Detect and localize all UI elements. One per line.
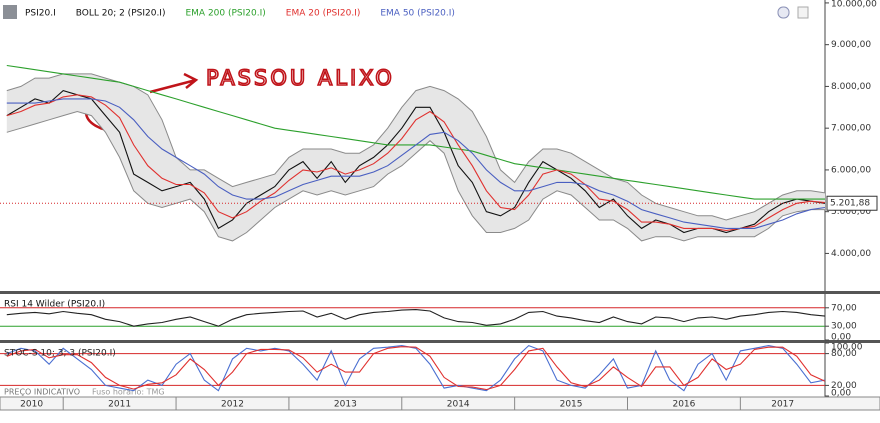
export-icon[interactable] bbox=[797, 6, 809, 19]
y-tick-label: 10.000,00 bbox=[831, 0, 877, 10]
y-tick-label: 8.000,00 bbox=[831, 82, 871, 92]
band-upper bbox=[6, 73, 826, 221]
x-tick-label: 2017 bbox=[771, 400, 794, 410]
y-tick-label: 70,00 bbox=[831, 303, 857, 313]
symbol-icon[interactable] bbox=[3, 5, 17, 19]
x-tick-label: 2013 bbox=[334, 400, 357, 410]
legend-entry: EMA 200 (PSI20.I) bbox=[185, 9, 265, 19]
pane-separator bbox=[0, 340, 880, 343]
y-tick-label: 80,00 bbox=[831, 349, 857, 359]
annotation: PASSOU ALIXO bbox=[206, 66, 395, 90]
y-tick-label: 20,00 bbox=[831, 381, 857, 391]
y-tick-label: 6.000,00 bbox=[831, 165, 871, 175]
series-line bbox=[6, 346, 826, 391]
y-tick-label: 0,00 bbox=[831, 389, 851, 399]
last-price-label: 5.201,88 bbox=[830, 199, 870, 209]
x-tick-label: 2014 bbox=[447, 400, 470, 410]
pane-title: STOC-S 10; 3; 3 (PSI20.I) bbox=[4, 349, 116, 359]
legend-entry: RSI 14 Wilder (PSI20.I) bbox=[4, 300, 105, 310]
series-line bbox=[6, 309, 826, 327]
settings-icon[interactable] bbox=[777, 6, 790, 19]
x-tick-label: 2010 bbox=[20, 400, 43, 410]
y-tick-label: 5.000,00 bbox=[831, 207, 871, 217]
x-tick-label: 2015 bbox=[560, 400, 583, 410]
series-line bbox=[6, 94, 826, 232]
y-tick-label: 9.000,00 bbox=[831, 40, 871, 50]
y-tick-label: 4.000,00 bbox=[831, 249, 871, 259]
x-tick-label: 2012 bbox=[221, 400, 244, 410]
last-price-box bbox=[826, 195, 878, 211]
footer-note: PREÇO INDICATIVO bbox=[4, 388, 80, 397]
hand-arrow bbox=[149, 72, 199, 94]
x-tick-label: 2011 bbox=[108, 400, 131, 410]
x-axis-strip bbox=[0, 396, 880, 411]
band-lower bbox=[6, 110, 825, 242]
y-tick-label: 7.000,00 bbox=[831, 124, 871, 134]
band-fill bbox=[6, 73, 826, 241]
y-tick-label: 30,00 bbox=[831, 322, 857, 332]
y-tick-label: 0,00 bbox=[831, 333, 851, 343]
series-line bbox=[6, 89, 826, 234]
legend-entry: EMA 20 (PSI20.I) bbox=[286, 9, 361, 19]
legend-entry: BOLL 20; 2 (PSI20.I) bbox=[76, 9, 166, 19]
x-tick-label: 2016 bbox=[672, 400, 695, 410]
y-tick-label: 100,00 bbox=[831, 343, 863, 353]
pane-separator bbox=[0, 291, 880, 294]
series-line bbox=[6, 344, 826, 392]
series-line bbox=[6, 98, 826, 229]
footer-timezone: Fuso horário: TMG bbox=[92, 388, 165, 397]
legend-entry: EMA 50 (PSI20.I) bbox=[380, 9, 455, 19]
legend-entry: PSI20.I bbox=[25, 9, 56, 19]
